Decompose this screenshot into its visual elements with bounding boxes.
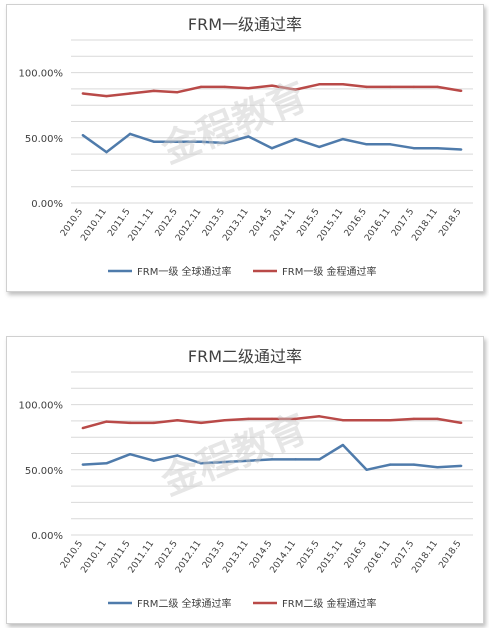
data-point — [270, 147, 274, 150]
data-point — [294, 137, 297, 141]
data-point — [199, 140, 203, 143]
data-point — [247, 135, 250, 138]
data-point — [152, 459, 155, 462]
legend-label: FRM二级 全球通过率 — [137, 597, 232, 610]
data-point — [152, 421, 155, 425]
chart-title: FRM一级通过率 — [188, 15, 302, 34]
data-point — [294, 458, 297, 461]
data-point — [341, 83, 345, 86]
data-point — [81, 463, 85, 466]
data-point — [389, 85, 392, 89]
data-point — [81, 133, 85, 137]
data-point — [459, 89, 463, 93]
data-point — [247, 87, 250, 90]
data-point — [412, 85, 416, 89]
legend-label: FRM一级 全球通过率 — [137, 265, 232, 278]
data-point — [436, 417, 439, 421]
data-point — [247, 417, 250, 421]
data-point — [389, 143, 392, 146]
data-point — [459, 464, 463, 468]
legend-label: FRM一级 金程通过率 — [282, 265, 377, 278]
y-tick-label: 100.00% — [19, 401, 64, 412]
data-point — [176, 90, 179, 94]
data-point — [128, 92, 132, 95]
chart-title: FRM二级通过率 — [188, 347, 302, 366]
x-tick-label: 2018.5 — [437, 207, 463, 239]
y-tick-label: 50.00% — [25, 466, 63, 477]
data-point — [105, 150, 108, 154]
data-point — [152, 140, 155, 143]
chart-panel-level-1: FRM一级通过率 0.00% 50.00% 100.00% 2010.5 2010.11… — [6, 4, 484, 292]
data-point — [176, 419, 179, 422]
data-point — [105, 462, 108, 465]
chart-panel-level-2: FRM二级通过率 0.00% 50.00% 100.00% 2010.5 2010.11… — [6, 336, 484, 624]
data-point — [341, 443, 345, 447]
data-point — [341, 419, 345, 422]
data-point — [128, 132, 132, 136]
y-tick-label: 100.00% — [19, 69, 64, 80]
chart-level-2: FRM二级通过率 0.00%50.00%100.00%2010.52010.11… — [19, 347, 473, 610]
data-point — [105, 420, 108, 423]
data-point — [365, 468, 368, 471]
data-point — [128, 452, 132, 456]
data-point — [105, 94, 108, 98]
data-point — [365, 419, 368, 422]
data-point — [412, 417, 416, 421]
y-tick-label: 0.00% — [31, 531, 63, 542]
data-point — [270, 417, 274, 421]
data-point — [459, 148, 463, 151]
y-tick-label: 0.00% — [31, 199, 63, 210]
data-point — [341, 137, 345, 141]
data-point — [294, 417, 297, 421]
data-point — [412, 147, 416, 150]
y-tick-label: 50.00% — [25, 134, 63, 145]
data-point — [318, 145, 321, 149]
data-point — [199, 421, 203, 425]
data-point — [270, 458, 274, 461]
chart-level-1: FRM一级通过率 0.00%50.00%100.00%2010.52010.11… — [19, 15, 473, 278]
data-point — [81, 92, 85, 95]
data-point — [294, 88, 297, 91]
data-point — [247, 459, 250, 462]
data-point — [176, 454, 179, 457]
data-point — [389, 463, 392, 466]
data-point — [223, 460, 226, 464]
data-point — [176, 140, 179, 143]
data-point — [318, 83, 321, 86]
data-point — [436, 147, 439, 150]
data-point — [270, 84, 274, 87]
x-tick-label: 2018.5 — [437, 539, 463, 571]
data-point — [436, 465, 439, 469]
data-point — [389, 419, 392, 422]
data-point — [223, 85, 226, 89]
data-point — [459, 421, 463, 425]
legend-label: FRM二级 金程通过率 — [282, 597, 377, 610]
data-point — [81, 426, 85, 430]
data-point — [199, 462, 203, 465]
data-point — [365, 143, 368, 146]
data-point — [318, 415, 321, 418]
data-point — [128, 421, 132, 425]
data-point — [318, 458, 321, 461]
data-point — [223, 419, 226, 422]
data-point — [199, 85, 203, 89]
data-point — [365, 85, 368, 89]
data-point — [152, 89, 155, 93]
data-point — [223, 141, 226, 145]
data-point — [436, 85, 439, 89]
data-point — [412, 463, 416, 466]
